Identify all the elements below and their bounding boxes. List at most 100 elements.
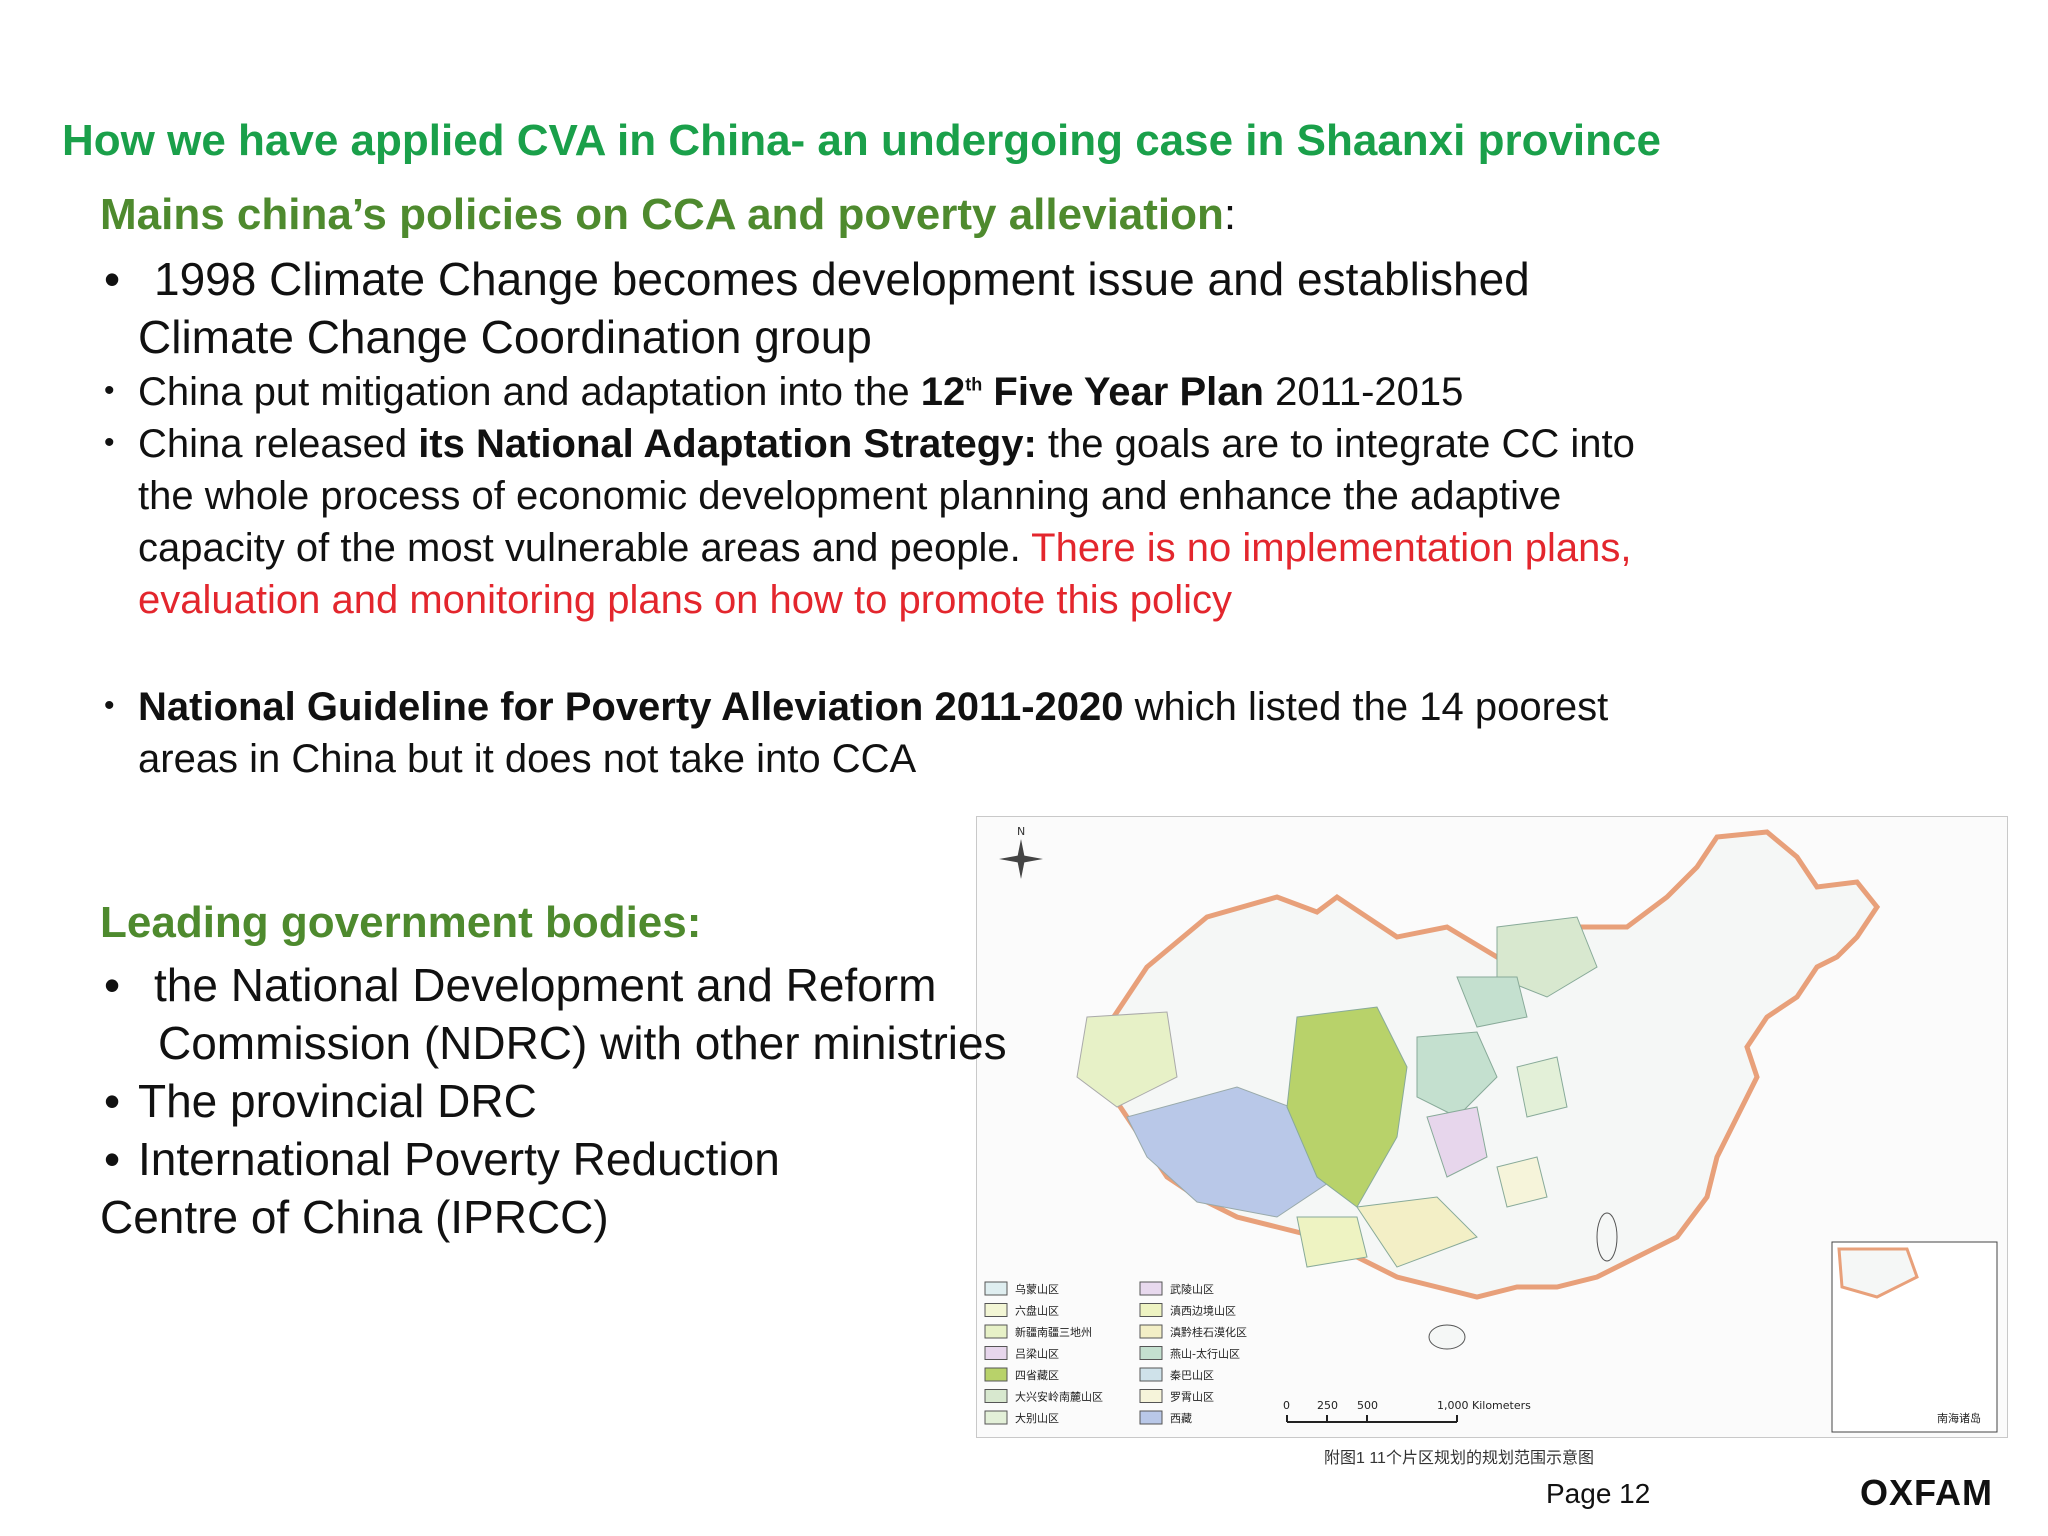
policy-1-line-2: Climate Change Coordination group bbox=[138, 311, 872, 363]
policy-4-post: which listed the 14 poorest bbox=[1123, 685, 1609, 729]
policy-3-post: the goals are to integrate CC into bbox=[1036, 422, 1635, 466]
region-qinba bbox=[1416, 1031, 1498, 1118]
legend-label: 大别山区 bbox=[1015, 1411, 1059, 1425]
region-daxinganling bbox=[1496, 916, 1598, 998]
legend-swatch bbox=[1139, 1346, 1163, 1360]
bullet-dot: • bbox=[104, 959, 121, 1011]
bullet-dot: • bbox=[104, 1133, 121, 1185]
policy-bullet-3: • China released its National Adaptation… bbox=[96, 422, 1916, 632]
page-number: Page 12 bbox=[1546, 1478, 1651, 1509]
body-2-text: The provincial DRC bbox=[138, 1075, 537, 1127]
policy-2-text: China put mitigation and adaptation into… bbox=[138, 370, 1463, 415]
bullet-dot: • bbox=[104, 374, 115, 407]
scale-label-0: 0 bbox=[1283, 1399, 1290, 1412]
taiwan-island bbox=[1596, 1212, 1618, 1262]
policy-3-pre: China released bbox=[138, 422, 419, 466]
body-bullet-2: • The provincial DRC bbox=[96, 1074, 1916, 1130]
legend-label: 秦巴山区 bbox=[1170, 1368, 1214, 1382]
hainan-island bbox=[1428, 1324, 1466, 1350]
policy-3-line-1: China released its National Adaptation S… bbox=[138, 422, 1635, 467]
bullet-dot: • bbox=[104, 426, 115, 459]
legend-label: 大兴安岭南麓山区 bbox=[1015, 1390, 1103, 1404]
legend-label: 新疆南疆三地州 bbox=[1015, 1325, 1092, 1339]
map-caption: 附图1 11个片区规划的规划范围示意图 bbox=[1324, 1450, 1594, 1467]
legend-label: 滇西边境山区 bbox=[1170, 1304, 1236, 1318]
region-dabie bbox=[1516, 1056, 1568, 1118]
bullet-dot: • bbox=[104, 689, 115, 722]
oxfam-logo: OXFAM bbox=[1860, 1472, 1994, 1513]
legend-label: 罗霄山区 bbox=[1170, 1391, 1214, 1404]
policy-3-line-2: the whole process of economic developmen… bbox=[138, 474, 1562, 518]
policies-heading: Mains china’s policies on CCA and povert… bbox=[100, 190, 1236, 240]
map-graphic: N 南海诸岛 乌蒙山区六盘山区新疆南疆三地州吕梁山区四省藏区大兴安岭南麓山区大别… bbox=[984, 825, 1998, 1433]
bullet-dot: • bbox=[104, 1075, 121, 1127]
region-wuling bbox=[1426, 1106, 1488, 1178]
policy-bullet-4: • National Guideline for Poverty Allevia… bbox=[96, 685, 1916, 795]
policy-4-bold: National Guideline for Poverty Alleviati… bbox=[138, 685, 1124, 729]
legend-swatch bbox=[1139, 1367, 1163, 1382]
policy-bullet-1: • 1998 Climate Change becomes developmen… bbox=[96, 252, 1916, 363]
policy-3-line-3-text: capacity of the most vulnerable areas an… bbox=[138, 526, 1021, 570]
body-1-line-1: the National Development and Reform bbox=[154, 959, 937, 1011]
region-dianxi bbox=[1296, 1216, 1368, 1268]
north-label: N bbox=[1017, 825, 1025, 838]
policies-heading-text: Mains china’s policies on CCA and povert… bbox=[100, 190, 1224, 239]
policy-2-pre: China put mitigation and adaptation into… bbox=[138, 370, 921, 414]
scale-label-250: 250 bbox=[1317, 1399, 1338, 1412]
legend-label: 燕山-太行山区 bbox=[1170, 1348, 1240, 1361]
legend-swatch bbox=[984, 1367, 1008, 1382]
inset-coast bbox=[1837, 1247, 1919, 1299]
bullet-dot: • bbox=[104, 253, 121, 305]
legend-label: 滇黔桂石漠化区 bbox=[1170, 1325, 1247, 1339]
legend-swatch bbox=[984, 1389, 1008, 1403]
policy-2-post: 2011-2015 bbox=[1263, 370, 1464, 414]
legend-label: 四省藏区 bbox=[1015, 1369, 1059, 1382]
legend-swatch bbox=[1139, 1324, 1163, 1339]
legend-swatch bbox=[984, 1346, 1008, 1360]
legend-label: 西藏 bbox=[1170, 1412, 1192, 1425]
legend-label: 乌蒙山区 bbox=[1015, 1282, 1059, 1296]
body-1-line-2: Commission (NDRC) with other ministries bbox=[158, 1017, 1007, 1069]
policy-bullet-2: • China put mitigation and adaptation in… bbox=[96, 370, 1916, 420]
policy-3-line-3: capacity of the most vulnerable areas an… bbox=[138, 526, 1631, 571]
policy-2-bold: 12 bbox=[920, 370, 966, 414]
policy-4-line-2: areas in China but it does not take into… bbox=[138, 737, 917, 781]
legend-swatch bbox=[1139, 1389, 1163, 1403]
policies-heading-colon: : bbox=[1223, 190, 1237, 239]
china-poverty-areas-map: N 南海诸岛 乌蒙山区六盘山区新疆南疆三地州 吕梁山区四省藏区大兴安岭南麓山区 大别… bbox=[976, 816, 2008, 1438]
policy-4-line-1: National Guideline for Poverty Alleviati… bbox=[138, 685, 1608, 730]
legend-label: 武陵山区 bbox=[1170, 1283, 1214, 1296]
legend-swatch bbox=[984, 1303, 1008, 1317]
north-arrow-icon: N bbox=[999, 825, 1043, 879]
body-3-line-1: International Poverty Reduction bbox=[138, 1133, 780, 1185]
region-luoxiao bbox=[1496, 1156, 1548, 1208]
policy-3-bold: its National Adaptation Strategy: bbox=[418, 422, 1037, 466]
legend-swatch bbox=[1139, 1303, 1163, 1317]
body-bullet-3: • International Poverty Reduction Centre… bbox=[96, 1132, 1916, 1243]
policy-1-line-1: 1998 Climate Change becomes development … bbox=[154, 253, 1530, 305]
policy-2-sup: th bbox=[965, 374, 983, 395]
scale-label-1000: 1,000 Kilometers bbox=[1437, 1399, 1531, 1412]
legend-label: 吕梁山区 bbox=[1015, 1347, 1059, 1361]
body-bullet-1: • the National Development and Reform Co… bbox=[96, 958, 1916, 1069]
region-sisheng-zangqu bbox=[1286, 1006, 1408, 1208]
legend-swatch bbox=[984, 1281, 1008, 1296]
policy-2-bold2: Five Year Plan bbox=[982, 370, 1264, 414]
scale-bar: 0 250 500 1,000 Kilometers bbox=[1283, 1399, 1531, 1423]
region-yanshan-taihang bbox=[1456, 976, 1528, 1028]
bodies-heading: Leading government bodies: bbox=[100, 898, 702, 947]
legend-swatch bbox=[984, 1410, 1008, 1425]
body-3-line-2: Centre of China (IPRCC) bbox=[100, 1191, 609, 1243]
policy-3-warning-1: There is no implementation plans, bbox=[1031, 526, 1632, 570]
scale-label-500: 500 bbox=[1357, 1399, 1378, 1412]
legend-swatch bbox=[1139, 1281, 1163, 1296]
region-xizang bbox=[1126, 1086, 1338, 1218]
legend-swatch bbox=[1139, 1410, 1163, 1425]
inset-label: 南海诸岛 bbox=[1937, 1411, 1981, 1425]
legend-swatch bbox=[984, 1324, 1008, 1339]
region-dianqiangui bbox=[1356, 1196, 1478, 1268]
slide-title: How we have applied CVA in China- an und… bbox=[62, 116, 1661, 165]
legend-label: 六盘山区 bbox=[1015, 1304, 1059, 1318]
policy-3-warning-2: evaluation and monitoring plans on how t… bbox=[138, 578, 1232, 622]
